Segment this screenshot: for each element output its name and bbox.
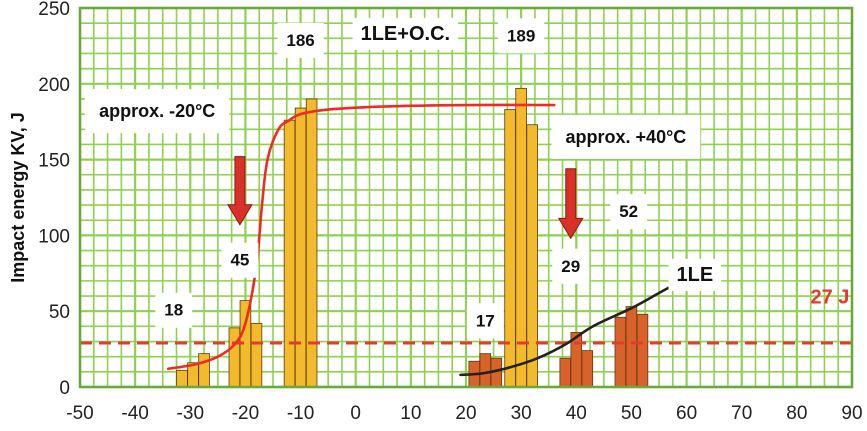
x-tick-label: 60 — [676, 403, 697, 424]
annotation-plus40-box — [551, 114, 701, 159]
x-tick-label: -10 — [287, 403, 314, 424]
bar-1le-oc — [228, 327, 241, 388]
data-label-52: 52 — [619, 202, 638, 221]
x-tick-label: -30 — [177, 403, 204, 424]
bar-1le — [636, 313, 649, 388]
series-label-1le-oc: 1LE+O.C. — [361, 23, 450, 45]
bar-1le-oc — [294, 107, 307, 388]
y-axis-label: Impact energy KV, J — [8, 112, 28, 282]
bar-1le — [559, 357, 572, 388]
down-arrow — [227, 156, 253, 226]
curves — [166, 103, 688, 377]
data-label-189-group: 189 — [497, 18, 545, 54]
x-tick-label: 80 — [786, 403, 807, 424]
annotation-plus40: approx. +40°C — [566, 127, 687, 147]
annotation-minus20-box — [85, 89, 230, 134]
y-tick-label: 250 — [38, 0, 70, 20]
data-label-17-box — [466, 303, 504, 339]
curve-1le — [459, 276, 688, 377]
curve-1le-oc — [166, 103, 556, 371]
data-label-18: 18 — [164, 301, 183, 320]
x-tick-label: -40 — [121, 403, 148, 424]
bar-1le — [614, 316, 627, 388]
bar-1le-oc — [198, 353, 210, 388]
y-tick-label: 200 — [38, 75, 70, 96]
x-tick-label: 20 — [455, 403, 476, 424]
series-label-1le-oc-box — [352, 17, 459, 50]
data-label-29-box — [552, 248, 590, 284]
x-tick-label: 50 — [621, 403, 642, 424]
data-label-29-group: 29 — [552, 248, 590, 284]
data-label-52-group: 52 — [610, 194, 648, 230]
x-tick-label: 70 — [731, 403, 752, 424]
bar-1le-oc — [250, 322, 263, 388]
x-tick-label: 90 — [841, 403, 862, 424]
annotation-minus20: approx. -20°C — [99, 101, 215, 121]
plot-frame — [78, 6, 854, 389]
x-tick-label: -50 — [66, 403, 93, 424]
data-label-186-box — [277, 22, 324, 58]
data-label-186-group: 186 — [277, 22, 324, 58]
data-label-189: 189 — [507, 26, 535, 45]
x-tick-label: 40 — [566, 403, 587, 424]
bar-1le — [581, 350, 594, 388]
down-arrow — [557, 168, 584, 240]
arrows — [227, 156, 584, 240]
labels: 18 45 186 189 17 29 52 1LE+O.C. approx. -20°C app… — [85, 17, 722, 339]
bar-1le-oc — [526, 124, 538, 388]
y-tick-label: 0 — [59, 378, 70, 399]
reference-line-label: 27 J — [810, 287, 849, 309]
bar-1le — [625, 306, 638, 388]
bar-1le-oc — [504, 109, 516, 388]
data-label-29: 29 — [561, 257, 580, 276]
data-label-17-group: 17 — [466, 303, 504, 339]
data-label-18-group: 18 — [155, 292, 193, 328]
reference-line-group: 27 J — [80, 287, 852, 345]
x-tick-label: 30 — [511, 403, 532, 424]
x-tick-label: 0 — [350, 403, 361, 424]
bar-1le-oc — [176, 369, 188, 388]
x-tick-label: 10 — [400, 403, 421, 424]
data-label-18-box — [155, 292, 193, 328]
y-tick-label: 100 — [38, 226, 70, 247]
series-label-1le: 1LE — [676, 264, 713, 286]
data-label-45-group: 45 — [221, 242, 259, 278]
y-tick-label: 150 — [38, 151, 70, 172]
axes: -50 -40 -30 -20 -10 0 10 20 30 40 50 60 70 80 90 0 50 100… — [8, 0, 863, 424]
bar-1le — [479, 353, 492, 388]
bar-1le-oc — [283, 119, 296, 388]
series-label-1le-group: 1LE — [668, 258, 722, 291]
annotation-plus40-group: approx. +40°C — [551, 114, 701, 159]
x-tick-label: -20 — [232, 403, 259, 424]
data-label-189-box — [497, 18, 545, 54]
series-label-1le-oc-group: 1LE+O.C. — [352, 17, 459, 50]
annotation-minus20-group: approx. -20°C — [85, 89, 230, 134]
data-label-45: 45 — [230, 251, 249, 270]
series-label-1le-box — [668, 258, 722, 291]
grid — [78, 6, 854, 389]
y-tick-label: 50 — [49, 302, 70, 323]
data-label-45-box — [221, 242, 259, 278]
data-label-52-box — [610, 194, 648, 230]
data-label-17: 17 — [476, 311, 495, 330]
data-label-186: 186 — [286, 31, 314, 50]
